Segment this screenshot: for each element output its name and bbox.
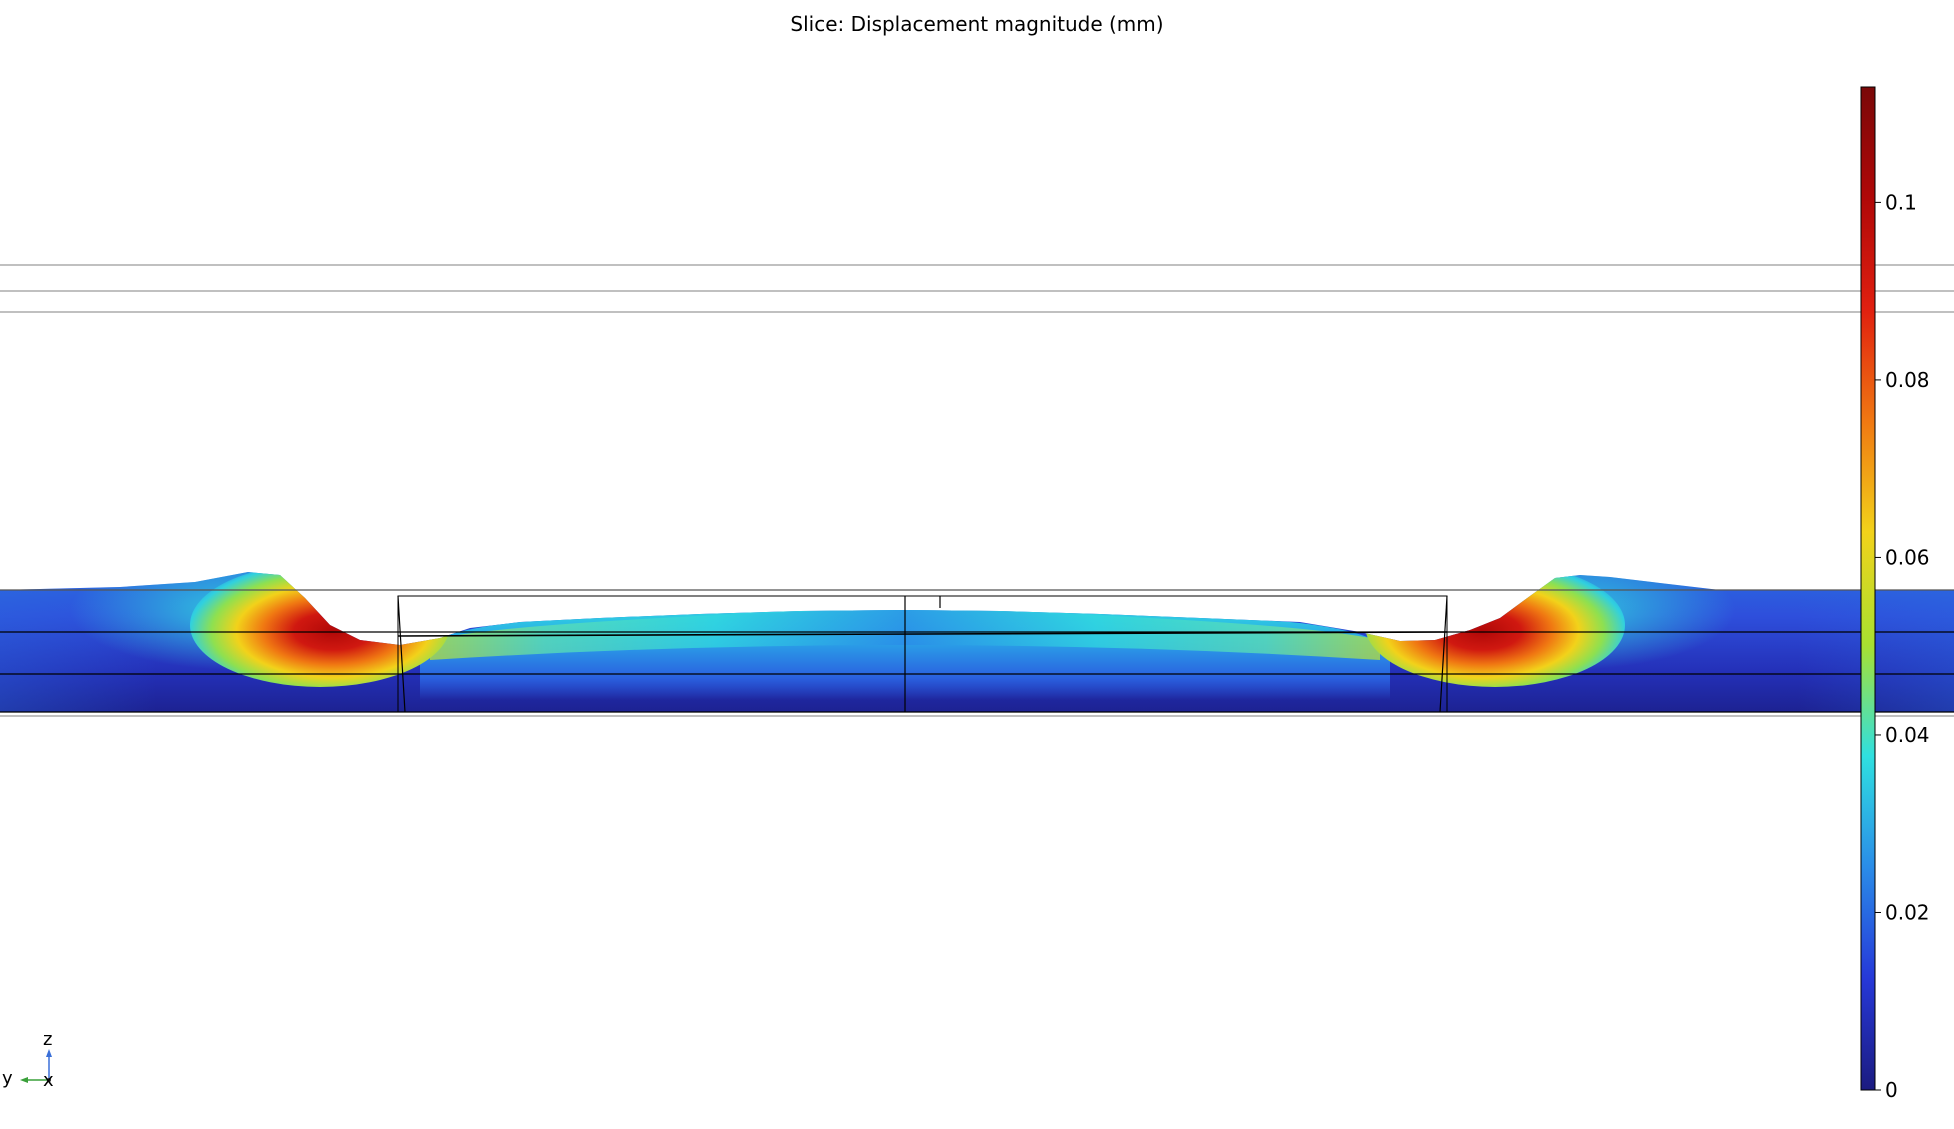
z-axis-label: z [43,1029,52,1050]
colorbar-tick-label: 0.08 [1885,368,1930,392]
plot-title: Slice: Displacement magnitude (mm) [790,12,1164,36]
colorbar-tick-label: 0.06 [1885,545,1930,569]
reference-lines [0,264,1954,717]
displacement-field [0,572,1954,712]
colorbar-tick-label: 0 [1885,1078,1898,1102]
wireframe [0,589,1954,713]
x-axis-origin [47,1078,51,1082]
colorbar-gradient [1860,86,1876,1091]
hot-zone-right [1365,572,1625,687]
x-axis-label: x [43,1070,54,1091]
z-axis-arrow [46,1049,52,1057]
hot-zone-left [190,572,450,687]
colorbar-tick-label: 0.04 [1885,723,1930,747]
colorbar-ticks: 0 0.02 0.04 0.06 0.08 0.1 [1875,190,1930,1102]
axes-triad: z y x [2,1029,54,1091]
colorbar: 0 0.02 0.04 0.06 0.08 0.1 [1860,86,1930,1102]
colorbar-tick-label: 0.1 [1885,190,1917,214]
y-axis-arrow [20,1077,28,1083]
colorbar-tick-label: 0.02 [1885,900,1930,924]
y-axis-label: y [2,1068,13,1089]
